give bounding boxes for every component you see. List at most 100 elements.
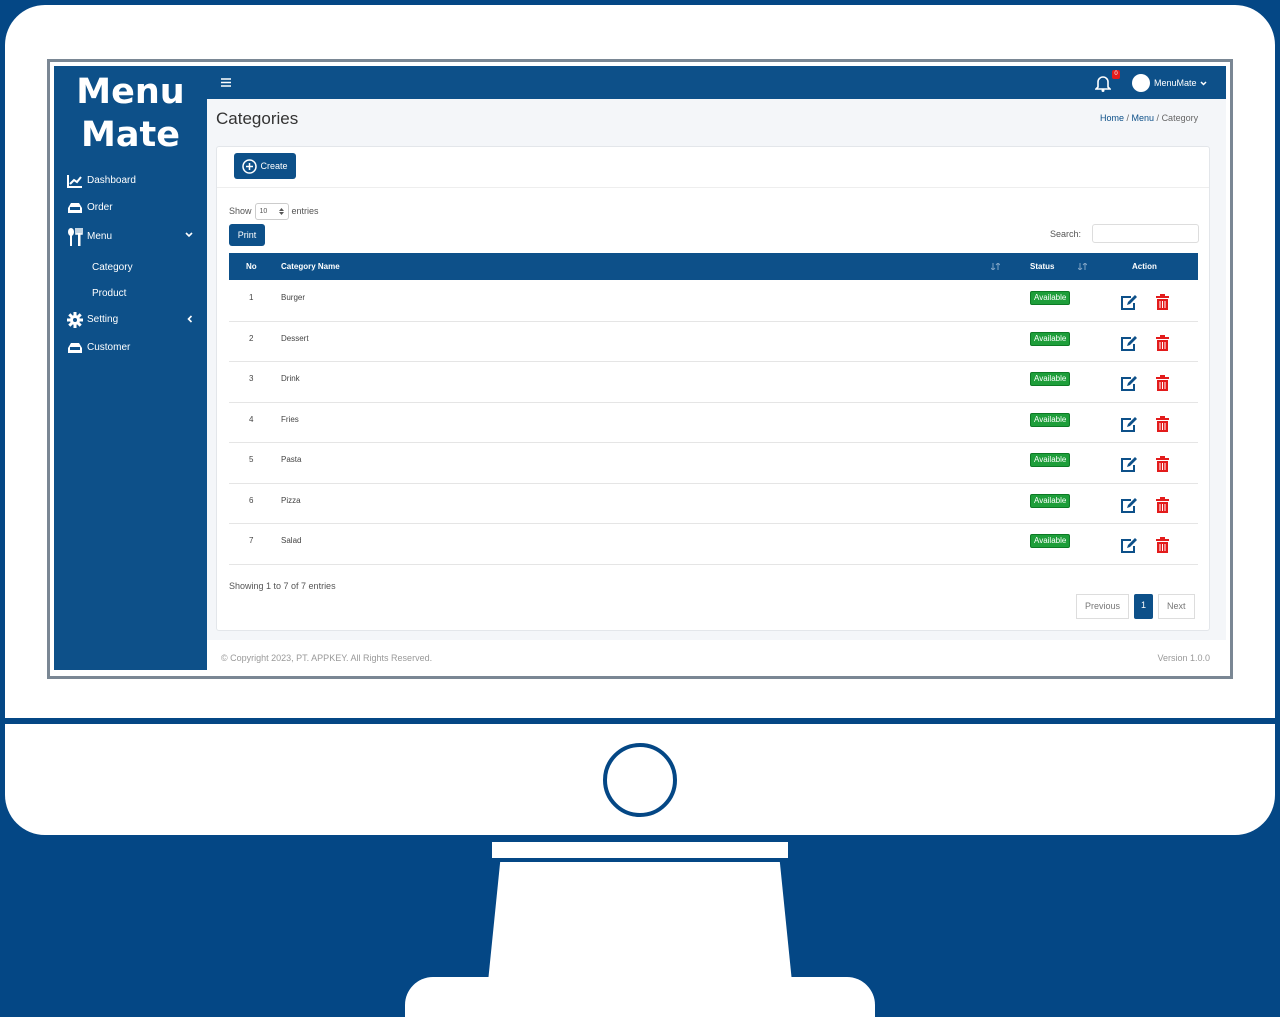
sort-icon[interactable] [991,263,1000,270]
sidebar-item-customer[interactable]: Customer [67,341,130,355]
search-label: Search: [1050,229,1082,239]
row-no: 3 [249,374,254,383]
create-label: Create [260,161,288,171]
print-button[interactable]: Print [229,224,265,246]
column-category-name[interactable]: Category Name [281,262,340,271]
logo: Menu [76,72,185,112]
create-button[interactable]: Create [234,153,296,179]
chevron-down-icon [185,232,193,238]
row-category-name: Dessert [281,333,309,343]
entries-label: entries [291,206,319,216]
status-badge: Available [1030,372,1071,386]
row-category-name: Pizza [281,495,301,505]
row-no: 4 [249,414,254,424]
categories-card: Create Show 10 entries Print Search: No … [216,146,1210,631]
sidebar-item-category[interactable]: Category [92,262,133,273]
chevron-down-icon [1200,80,1207,86]
table-row: 7 Salad Available [229,524,1198,565]
sidebar-item-label: Setting [87,314,119,325]
edit-icon[interactable] [1120,497,1138,514]
user-avatar-icon[interactable] [1132,74,1150,92]
breadcrumb-home[interactable]: Home [1100,113,1125,123]
show-label: Show [229,206,252,216]
edit-icon[interactable] [1120,416,1138,433]
main-content: Categories Home / Menu / Category Create… [207,99,1226,670]
breadcrumb: Home / Menu / Category [1100,113,1199,123]
row-category-name: Fries [281,414,299,424]
table-row: 5 Pasta Available [229,443,1198,484]
sidebar-item-order[interactable]: Order [67,201,113,215]
monitor-base [405,977,875,1017]
status-badge: Available [1030,331,1071,346]
user-menu[interactable]: MenuMate [1154,78,1207,88]
sidebar-item-product[interactable]: Product [92,288,127,299]
plus-circle-icon [242,158,258,174]
trash-icon[interactable] [1156,456,1169,472]
select-arrows-icon [278,208,284,215]
trash-icon[interactable] [1156,496,1169,513]
sidebar-item-menu[interactable]: Menu [67,228,112,246]
sidebar-item-label: Menu [87,231,113,242]
table-row: 2 Dessert Available [229,322,1198,362]
table-row: 3 Drink Available [229,362,1198,403]
trash-icon[interactable] [1156,334,1169,351]
table-row: 1 Burger Available [229,281,1198,322]
page-1-button[interactable]: 1 [1134,594,1154,619]
row-category-name: Burger [281,293,306,302]
logo: Mate [81,115,180,155]
trash-icon[interactable] [1156,415,1169,432]
status-badge: Available [1030,453,1071,467]
page-title: Categories [216,109,299,128]
breadcrumb-category: Category [1161,113,1199,123]
edit-icon[interactable] [1120,295,1138,311]
row-no: 2 [249,333,254,343]
chart-line-icon [67,175,82,188]
trash-icon[interactable] [1156,294,1169,310]
inbox-icon [68,203,82,213]
trash-icon[interactable] [1156,375,1169,391]
monitor-stand-top [492,842,788,858]
table-row: 4 Fries Available [229,403,1198,443]
breadcrumb-menu[interactable]: Menu [1131,113,1155,123]
pagination: Previous 1 Next [1076,594,1195,619]
search-input[interactable] [1092,224,1199,243]
sidebar: Menu Mate Dashboard Order Menu Category … [54,66,207,670]
hamburger-icon[interactable] [221,78,231,87]
monitor-divider [5,718,1275,724]
top-navbar: 0 MenuMate [207,66,1226,99]
status-badge: Available [1030,493,1071,508]
edit-icon[interactable] [1120,335,1138,352]
edit-icon[interactable] [1120,376,1138,392]
next-button[interactable]: Next [1158,594,1195,619]
app-screen: Menu Mate Dashboard Order Menu Category … [54,66,1226,670]
sidebar-item-label: Customer [87,342,131,353]
column-status[interactable]: Status [1030,262,1055,271]
previous-button[interactable]: Previous [1076,594,1130,619]
trash-icon[interactable] [1156,537,1169,553]
sidebar-item-dashboard[interactable]: Dashboard [67,174,136,188]
divider [217,187,1209,188]
chevron-left-icon [187,315,193,323]
entries-select[interactable]: 10 [254,203,289,220]
utensils-icon [68,228,83,246]
row-no: 6 [249,495,254,505]
sidebar-item-label: Dashboard [87,175,136,186]
power-button-icon [603,743,677,817]
row-category-name: Pasta [281,455,302,464]
table-row: 6 Pizza Available [229,484,1198,524]
monitor-stand [488,862,792,982]
copyright: © Copyright 2023, PT. APPKEY. All Rights… [221,653,433,663]
row-category-name: Salad [281,536,302,545]
notification-badge: 0 [1112,70,1120,79]
column-no[interactable]: No [246,262,257,271]
sidebar-item-setting[interactable]: Setting [67,312,118,328]
table-info: Showing 1 to 7 of 7 entries [229,581,336,591]
status-badge: Available [1030,291,1071,305]
bell-icon[interactable] [1095,74,1111,92]
sort-icon[interactable] [1078,263,1087,270]
table-header: No Category Name Status Action [229,253,1198,280]
row-no: 1 [249,293,254,302]
edit-icon[interactable] [1120,538,1138,554]
row-category-name: Drink [281,374,300,383]
edit-icon[interactable] [1120,457,1138,473]
